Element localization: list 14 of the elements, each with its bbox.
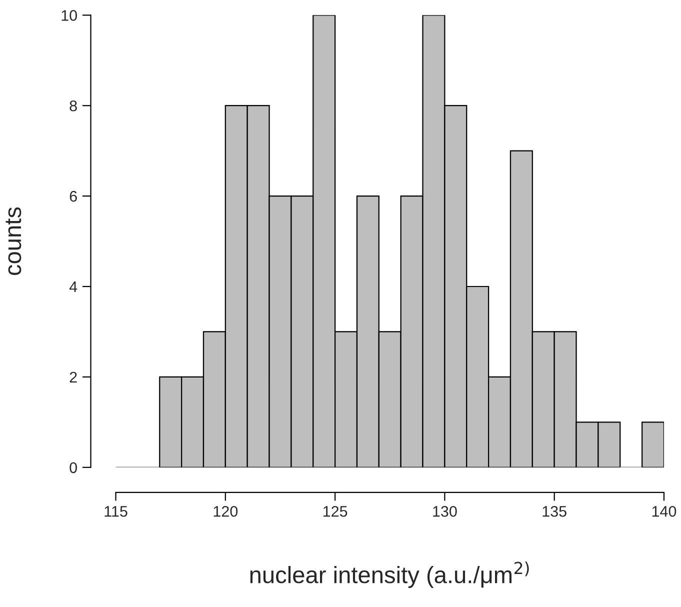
y-axis-title: counts (6, 207, 22, 276)
y-tick-label: 2 (70, 372, 77, 382)
x-tick-label: 135 (542, 506, 566, 517)
x-tick-label: 140 (652, 506, 676, 517)
x-tick-label: 115 (104, 506, 128, 517)
x-tick-label: 130 (433, 506, 457, 517)
y-tick-label: 10 (62, 10, 77, 21)
y-tick-label: 4 (69, 282, 78, 292)
y-tick-label: 0 (70, 462, 77, 474)
y-tick-label: 6 (70, 190, 77, 202)
y-tick-label: 8 (70, 100, 77, 112)
x-axis-title: nuclear intensity (a.u./μm$^{2)}$ (250, 561, 529, 588)
x-tick-label: 120 (214, 506, 238, 517)
x-tick-label: 125 (323, 506, 348, 517)
